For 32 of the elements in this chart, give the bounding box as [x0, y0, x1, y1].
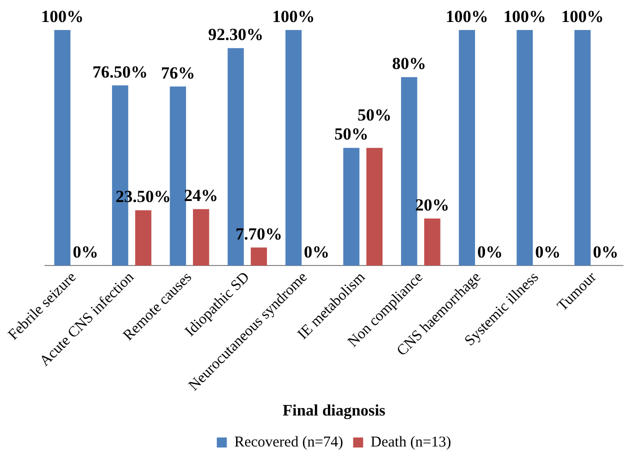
x-axis-title: Final diagnosis: [282, 402, 386, 420]
data-label: 0%: [592, 242, 618, 262]
data-label: 50%: [357, 106, 392, 125]
data-label: 76%: [160, 63, 195, 82]
data-label: 100%: [561, 6, 604, 26]
bar: [366, 148, 383, 266]
bar: [192, 209, 210, 266]
bar: [401, 77, 418, 266]
data-label: 100%: [41, 6, 84, 26]
bar: [285, 30, 302, 266]
bar: [458, 30, 476, 266]
data-label: 0%: [304, 242, 330, 262]
data-label: 0%: [72, 242, 98, 262]
data-label: 100%: [272, 6, 315, 26]
bar: [250, 248, 267, 266]
data-label: 92.30%: [208, 25, 264, 44]
bar: [170, 86, 186, 266]
data-label: 80%: [392, 54, 426, 74]
bar: [424, 218, 440, 266]
legend-label: Recovered (n=74): [234, 434, 344, 450]
bar: [574, 30, 591, 266]
data-label: 76.50%: [92, 62, 148, 82]
data-label: 100%: [503, 6, 546, 26]
bar: [343, 148, 360, 266]
data-label: 0%: [535, 242, 561, 262]
data-label: 0%: [477, 242, 503, 262]
bar: [54, 30, 70, 266]
legend-label: Death (n=13): [370, 434, 452, 450]
data-label: 50%: [334, 124, 368, 144]
data-label: 100%: [446, 6, 488, 26]
bar: [516, 30, 533, 266]
bar: [135, 210, 152, 266]
